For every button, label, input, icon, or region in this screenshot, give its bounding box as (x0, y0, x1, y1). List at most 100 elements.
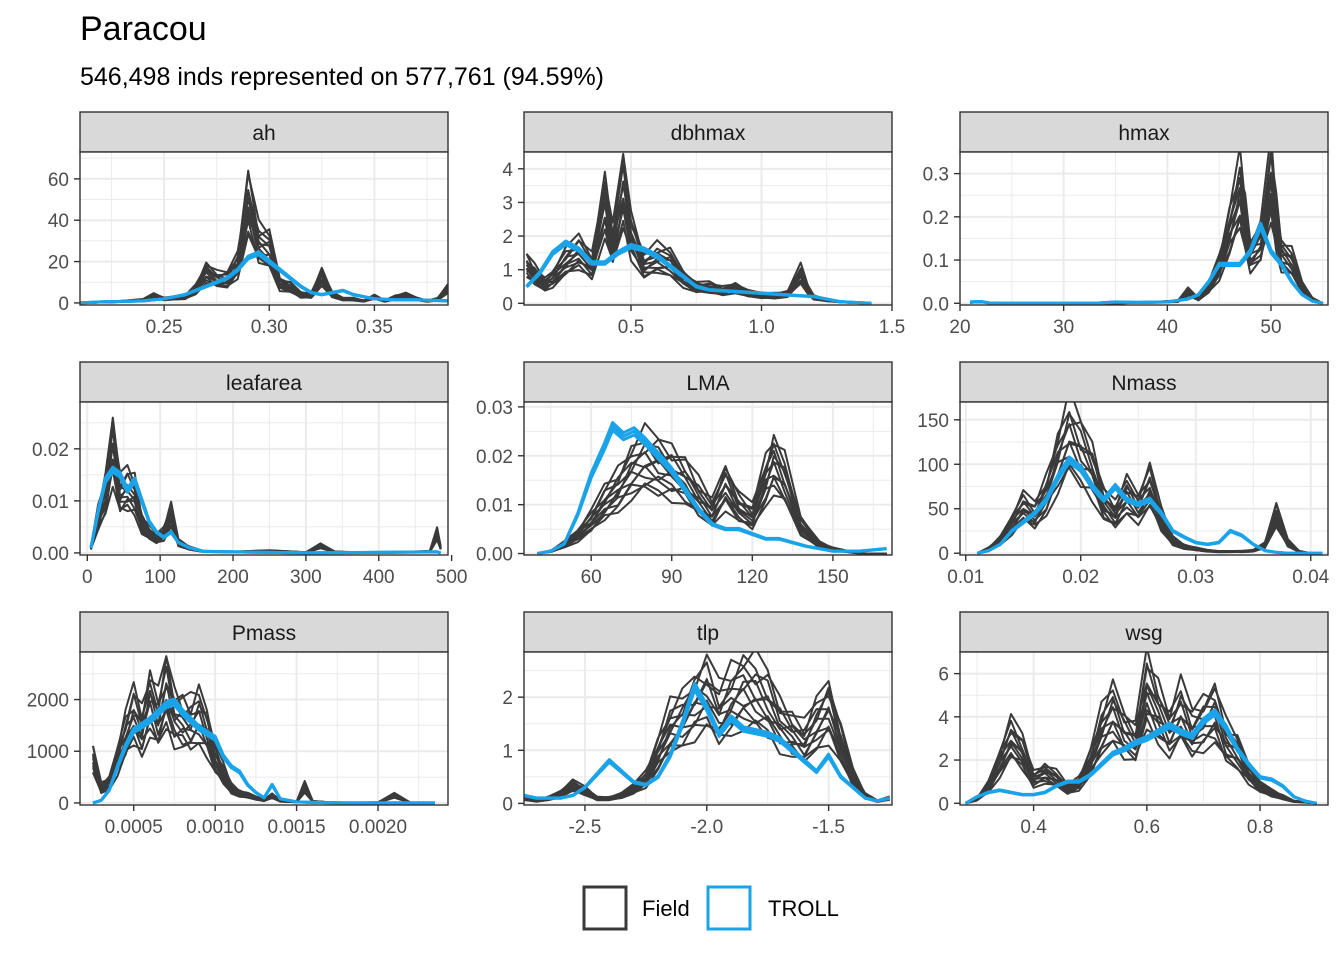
facet-strip (959, 111, 1329, 153)
facet-strip (959, 611, 1329, 653)
x-tick-label: 400 (363, 567, 395, 588)
facet-strip (79, 611, 449, 653)
x-tick-label: 100 (144, 567, 176, 588)
x-tick-label: 1.5 (879, 317, 905, 338)
y-tick-label: 0.00 (476, 545, 513, 566)
troll-line (89, 465, 442, 555)
y-tick-label: 1 (502, 261, 513, 282)
density-lines (964, 652, 1317, 805)
x-tick-label: 20 (949, 317, 970, 338)
panel-tlp: tlp -2.5 -2.0 -1.5 0 1 2 (502, 611, 893, 838)
facet-strip (523, 111, 893, 153)
facet-label: LMA (686, 372, 729, 395)
y-tick-label: 0 (58, 794, 69, 815)
panel-leafarea: leafarea 0 100 200 300 400 500 0.00 0.01 0.02 (32, 361, 468, 588)
y-tick-label: 0.2 (923, 208, 949, 229)
x-tick-label: 0.8 (1247, 817, 1273, 838)
facet-label: Pmass (232, 622, 296, 645)
x-tick-label: 0.25 (146, 317, 183, 338)
facet-label: ah (252, 122, 275, 145)
facet-strip (523, 611, 893, 653)
panel-border (959, 401, 1329, 556)
troll-line (976, 455, 1323, 555)
field-line (524, 654, 890, 802)
x-tick-label: 0.03 (1177, 567, 1214, 588)
y-tick-label: 0.1 (923, 251, 949, 272)
legend-label-field: Field (642, 896, 690, 921)
y-tick-label: 20 (48, 253, 69, 274)
density-lines (537, 421, 887, 555)
facet-strip (79, 361, 449, 403)
troll-line (92, 697, 435, 805)
x-tick-label: 0.35 (356, 317, 393, 338)
panel-ah: ah 0.25 0.30 0.35 0 20 40 60 (48, 111, 449, 338)
y-tick-label: 50 (928, 500, 949, 521)
y-tick-label: 60 (48, 170, 69, 191)
x-tick-label: 0.0020 (349, 817, 407, 838)
y-tick-label: 0 (502, 794, 513, 815)
x-tick-label: -2.5 (569, 817, 602, 838)
x-tick-label: 300 (290, 567, 322, 588)
y-tick-label: 100 (917, 455, 949, 476)
panel-border (79, 651, 449, 806)
y-tick-label: 0.02 (476, 447, 513, 468)
density-lines (976, 402, 1323, 555)
gridlines (524, 402, 892, 555)
x-tick-label: 0.4 (1020, 817, 1047, 838)
x-tick-label: 90 (661, 567, 682, 588)
density-lines (525, 152, 872, 305)
legend-key-troll (706, 885, 752, 931)
y-tick-label: 2 (502, 227, 513, 248)
legend-label-troll: TROLL (768, 896, 839, 921)
x-tick-label: 0.0005 (105, 817, 163, 838)
facet-label: wsg (1124, 622, 1162, 645)
facet-label: dbhmax (671, 122, 746, 145)
field-line (965, 666, 1317, 805)
facet-strip (959, 361, 1329, 403)
x-tick-label: 200 (217, 567, 249, 588)
troll-line (80, 250, 448, 305)
y-tick-label: 0.0 (923, 294, 949, 315)
x-tick-label: 120 (736, 567, 768, 588)
troll-line (970, 221, 1324, 305)
x-tick-label: 40 (1157, 317, 1178, 338)
density-lines (524, 652, 890, 803)
field-line (976, 402, 1323, 555)
field-line (965, 652, 1317, 805)
density-lines (89, 416, 442, 555)
chart-subtitle: 546,498 inds represented on 577,761 (94.… (80, 63, 604, 91)
x-tick-label: 500 (436, 567, 468, 588)
panel-Pmass: Pmass 0.0005 0.0010 0.0015 0.0020 0 1000 2000 (27, 611, 449, 838)
facet-label: tlp (697, 622, 719, 645)
legend-key-field (582, 885, 628, 931)
troll-line (525, 239, 872, 305)
legend: Field TROLL (582, 885, 839, 931)
x-tick-label: 0.0015 (268, 817, 326, 838)
panel-border (79, 151, 449, 306)
y-tick-label: 150 (917, 411, 949, 432)
panel-border (523, 651, 893, 806)
x-tick-label: 150 (817, 567, 849, 588)
x-tick-label: 0.0010 (186, 817, 244, 838)
y-tick-label: 0 (58, 294, 69, 315)
y-tick-label: 0 (938, 794, 949, 815)
y-tick-label: 0.01 (476, 496, 513, 517)
x-tick-label: 30 (1053, 317, 1074, 338)
facet-strip (79, 111, 449, 153)
y-tick-label: 0.02 (32, 440, 69, 461)
y-tick-label: 4 (502, 160, 513, 181)
y-tick-label: 0.01 (32, 492, 69, 513)
panel-border (523, 151, 893, 306)
y-tick-label: 0.00 (32, 544, 69, 565)
panel-border (959, 651, 1329, 806)
panel-border (79, 401, 449, 556)
chart-title: Paracou (80, 10, 207, 48)
x-tick-label: -2.0 (690, 817, 723, 838)
field-line (525, 152, 872, 305)
x-tick-label: 0.30 (251, 317, 288, 338)
gridlines (524, 152, 892, 305)
y-tick-label: 2 (938, 751, 949, 772)
panel-LMA: LMA 60 90 120 150 0.00 0.01 0.02 0.03 (476, 361, 893, 588)
x-tick-label: 0.5 (618, 317, 644, 338)
